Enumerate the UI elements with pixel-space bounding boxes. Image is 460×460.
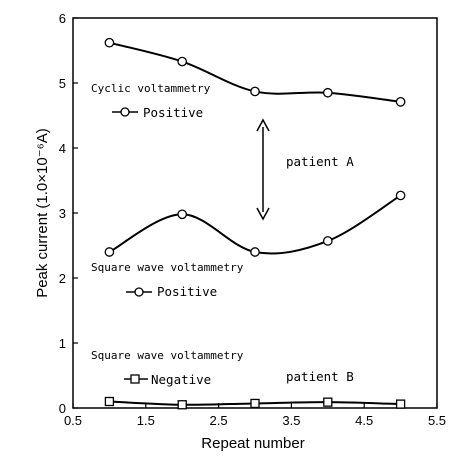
swv-positive-legend-label: Positive [157,284,217,299]
series-swv-negative [105,398,404,409]
data-point [178,210,186,218]
series-cv-positive [105,39,405,107]
x-axis-title: Repeat number [201,435,304,452]
data-point [105,248,113,256]
cv-title-annotation: Cyclic voltammetry [91,82,211,95]
swv-negative-legend-label: Negative [151,372,211,387]
data-point [324,89,332,97]
y-tick-label: 0 [59,401,66,416]
data-point [251,248,259,256]
data-point [324,398,332,406]
x-tick-label: 2.5 [210,413,228,428]
x-tick-label: 3.5 [282,413,300,428]
data-point [397,400,405,408]
data-point [251,399,259,407]
series-line [109,195,400,253]
y-tick-label: 2 [59,271,66,286]
series-swv-positive [105,191,405,256]
data-point [105,39,113,47]
x-tick-label: 5.5 [428,413,446,428]
y-axis-title: Peak current (1.0×10⁻⁶A) [34,128,51,298]
data-point [324,237,332,245]
swv-positive-legend-swatch [126,288,152,296]
data-point [178,401,186,409]
patient-a-annotation: patient A [286,154,354,169]
x-tick-label: 4.5 [355,413,373,428]
y-tick-label: 4 [59,141,66,156]
data-point [251,87,259,95]
data-point [396,98,404,106]
swv-positive-title-annotation: Square wave voltammetry [91,261,244,274]
y-tick-label: 5 [59,76,66,91]
data-point [396,191,404,199]
data-point [105,398,113,406]
cv-legend-swatch [112,108,138,116]
double-arrow-icon [257,120,269,219]
swv-negative-title-annotation: Square wave voltammetry [91,349,244,362]
y-tick-label: 6 [59,11,66,26]
y-tick-label: 1 [59,336,66,351]
data-point [178,57,186,65]
x-tick-label: 1.5 [137,413,155,428]
cv-legend-label: Positive [143,105,203,120]
patient-b-annotation: patient B [286,369,354,384]
swv-negative-legend-swatch [124,375,148,383]
x-tick-label: 0.5 [64,413,82,428]
y-tick-label: 3 [59,206,66,221]
